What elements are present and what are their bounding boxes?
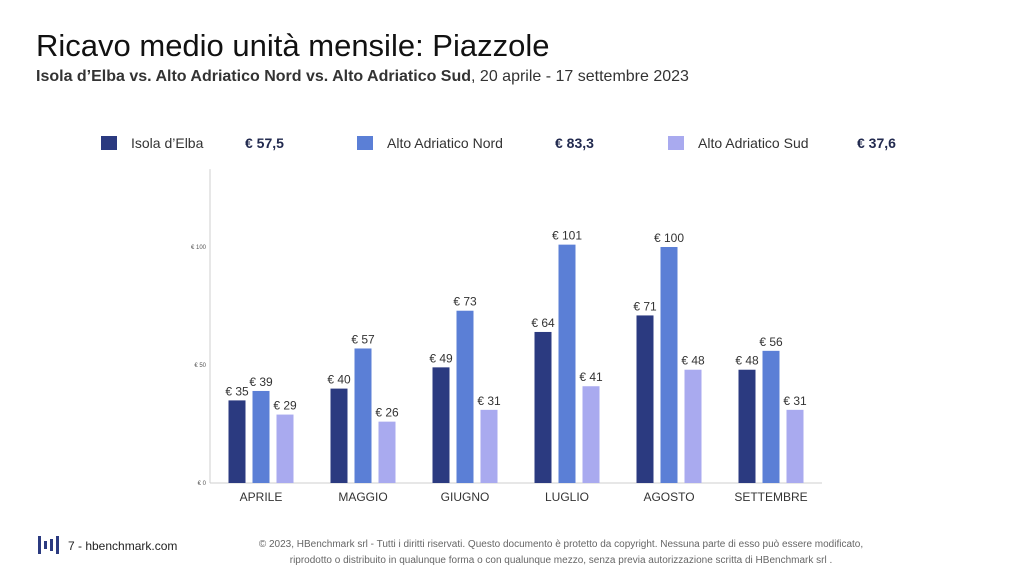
bar-value-label: € 71 — [633, 299, 657, 313]
bar — [558, 244, 576, 483]
subtitle-period: , 20 aprile - 17 settembre 2023 — [471, 68, 689, 85]
bar-value-label: € 57 — [351, 332, 375, 346]
bar — [432, 367, 450, 483]
x-tick-label: LUGLIO — [545, 490, 589, 504]
x-tick-label: AGOSTO — [643, 490, 694, 504]
copyright-line-1: © 2023, HBenchmark srl - Tutti i diritti… — [258, 539, 864, 550]
bar — [636, 315, 654, 483]
legend-value-alto-adriatico-sud: € 37,6 — [857, 135, 896, 151]
x-tick-label: APRILE — [240, 490, 283, 504]
footer-page-number: 7 - hbenchmark.com — [68, 539, 178, 553]
chart-title: Ricavo medio unità mensile: Piazzole — [36, 28, 550, 63]
bar — [228, 400, 246, 483]
y-tick-label: € 50 — [194, 363, 206, 369]
bar-value-label: € 31 — [783, 394, 807, 408]
bar-value-label: € 64 — [531, 316, 555, 330]
bar — [762, 350, 780, 483]
bar — [534, 331, 552, 483]
x-tick-label: MAGGIO — [338, 490, 387, 504]
legend-label-alto-adriatico-nord: Alto Adriatico Nord — [387, 135, 503, 151]
bar — [330, 388, 348, 483]
subtitle-regions: Isola d’Elba vs. Alto Adriatico Nord vs.… — [36, 68, 472, 85]
legend-value-alto-adriatico-nord: € 83,3 — [555, 135, 594, 151]
bar-value-label: € 56 — [759, 335, 783, 349]
legend-value-isola-elba: € 57,5 — [245, 135, 284, 151]
bar — [582, 386, 600, 483]
legend-label-isola-elba: Isola d’Elba — [131, 135, 204, 151]
legend-swatch-isola-elba — [101, 136, 117, 150]
bar-value-label: € 100 — [654, 231, 684, 245]
bar — [456, 310, 474, 483]
legend-label-alto-adriatico-sud: Alto Adriatico Sud — [698, 135, 809, 151]
bar — [480, 409, 498, 483]
y-tick-label: € 0 — [198, 481, 207, 487]
bar-value-label: € 35 — [225, 384, 249, 398]
bar — [378, 421, 396, 483]
bar-value-label: € 39 — [249, 375, 273, 389]
bar — [786, 409, 804, 483]
bar — [684, 369, 702, 483]
bar-value-label: € 49 — [429, 351, 453, 365]
x-tick-label: SETTEMBRE — [734, 490, 807, 504]
bar-value-label: € 48 — [735, 354, 759, 368]
chart-subtitle: Isola d’Elba vs. Alto Adriatico Nord vs.… — [36, 68, 689, 86]
bar-value-label: € 101 — [552, 229, 582, 243]
bar-value-label: € 41 — [579, 370, 603, 384]
x-tick-label: GIUGNO — [441, 490, 490, 504]
copyright-line-2: riprodotto o distribuito in qualunque fo… — [289, 555, 833, 566]
bar-value-label: € 26 — [375, 406, 399, 420]
bar-value-label: € 73 — [453, 295, 477, 309]
footer-copyright: © 2023, HBenchmark srl - Tutti i diritti… — [216, 537, 906, 569]
bar-value-label: € 29 — [273, 399, 297, 413]
bar — [660, 247, 678, 483]
y-tick-label: € 100 — [191, 245, 207, 251]
bar — [738, 369, 756, 483]
bar — [276, 414, 294, 483]
bar-value-label: € 40 — [327, 373, 351, 387]
hbenchmark-logo-icon — [38, 536, 59, 554]
legend-swatch-alto-adriatico-nord — [357, 136, 373, 150]
bar — [354, 348, 372, 483]
bar — [252, 390, 270, 483]
legend-swatch-alto-adriatico-sud — [668, 136, 684, 150]
bar-value-label: € 31 — [477, 394, 501, 408]
bar-value-label: € 48 — [681, 354, 705, 368]
